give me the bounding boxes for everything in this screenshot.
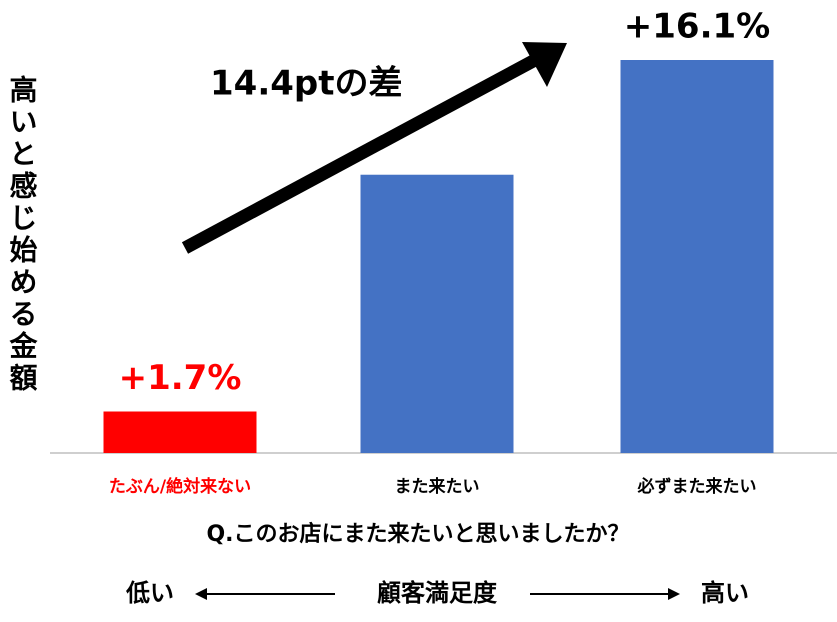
trend-arrow [181,54,539,254]
trend-arrow-head [522,42,567,87]
bar [620,60,774,453]
value-label: +16.1% [624,7,770,47]
scale-title: 顧客満足度 [377,579,498,607]
scale-arrow-head [195,588,207,600]
x-tick-label: また来たい [395,476,480,497]
scale-left: 低い [125,579,174,607]
scale-arrow-head [668,588,680,600]
x-axis-label: Q.このお店にまた来たいと思いましたか？ [206,522,629,547]
scale-right: 高い [701,579,749,607]
x-tick-label: たぶん/絶対来ない [109,476,251,497]
bar [103,411,257,453]
x-tick-label: 必ずまた来たい [637,476,757,497]
annotation: 14.4ptの差 [210,64,402,104]
y-axis-label: 高いと感じ始める金額 [6,75,39,395]
bar [360,174,514,453]
value-label: +1.7% [119,358,242,398]
